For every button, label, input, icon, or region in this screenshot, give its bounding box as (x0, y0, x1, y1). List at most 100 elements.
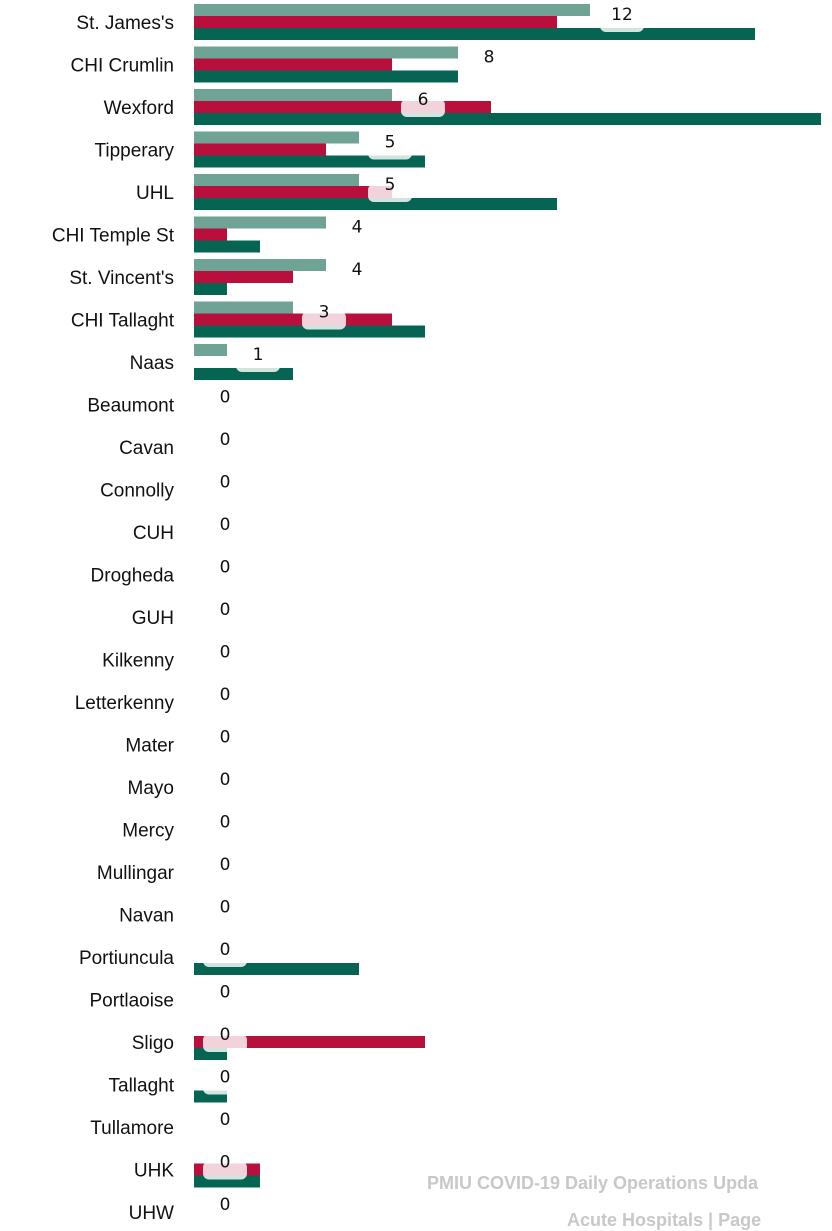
data-label-pill-drogheda (203, 566, 247, 585)
data-label-chi-tallaght: 3 (319, 303, 330, 323)
data-label-uhl: 5 (385, 175, 396, 195)
bar-tipperary-series-1 (194, 131, 359, 144)
data-label-pill-uhk (203, 1161, 247, 1180)
bar-uhl-series-3 (194, 198, 557, 210)
bar-chi-crumlin-series-2 (194, 58, 392, 71)
bar-tipperary-series-2 (194, 143, 326, 156)
data-label-mater: 0 (220, 728, 231, 748)
bar-sligo-series-2 (194, 1036, 425, 1048)
bar-st-james-s-series-3 (194, 28, 755, 40)
data-label-uhw: 0 (220, 1195, 231, 1215)
category-label-cavan: Cavan (119, 438, 174, 459)
category-label-cuh: CUH (133, 523, 174, 544)
bar-chi-temple-st-series-3 (194, 240, 260, 253)
category-label-guh: GUH (132, 608, 174, 629)
data-label-letterkenny: 0 (220, 685, 231, 705)
data-label-pill-portiuncula (203, 949, 247, 967)
bar-wexford-series-2 (194, 101, 491, 113)
bar-uhl-series-2 (194, 186, 392, 198)
data-label-portiuncula: 0 (220, 940, 231, 960)
bar-wexford-series-1 (194, 89, 392, 101)
data-label-pill-cavan (203, 439, 247, 457)
data-label-pill-naas (236, 354, 280, 372)
bar-naas-series-1 (194, 344, 227, 356)
data-label-cavan: 0 (220, 430, 231, 450)
category-label-chi-tallaght: CHI Tallaght (71, 311, 175, 332)
bar-chi-crumlin-series-3 (194, 70, 458, 83)
category-label-portlaoise: Portlaoise (90, 991, 175, 1012)
category-label-letterkenny: Letterkenny (75, 693, 175, 714)
data-label-connolly: 0 (220, 473, 231, 493)
data-label-tipperary: 5 (385, 133, 396, 153)
category-label-beaumont: Beaumont (87, 396, 174, 417)
data-label-drogheda: 0 (220, 558, 231, 578)
category-label-tipperary: Tipperary (94, 141, 174, 162)
data-label-pill-chi-temple-st (335, 226, 379, 245)
data-label-wexford: 6 (418, 90, 429, 110)
bar-wexford-series-3 (194, 113, 821, 125)
data-label-uhk: 0 (220, 1153, 231, 1173)
category-label-uhk: UHK (134, 1161, 174, 1182)
label-pills-group (203, 14, 644, 1222)
bar-chi-crumlin-series-1 (194, 46, 458, 59)
bar-chi-tallaght-series-2 (194, 313, 392, 326)
data-label-pill-st-vincent-s (335, 269, 379, 287)
data-label-pill-uhw (203, 1204, 247, 1222)
data-label-pill-tipperary (368, 141, 412, 160)
category-labels-group: St. James's CHI Crumlin Wexford Tipperary UH… (52, 13, 175, 1222)
bar-uhl-series-1 (194, 174, 359, 186)
category-label-kilkenny: Kilkenny (102, 651, 174, 672)
data-label-pill-wexford (401, 99, 445, 117)
data-label-beaumont: 0 (220, 388, 231, 408)
data-label-kilkenny: 0 (220, 643, 231, 663)
bar-st-vincent-s-series-3 (194, 283, 227, 295)
category-label-chi-crumlin: CHI Crumlin (71, 56, 174, 77)
category-label-drogheda: Drogheda (91, 566, 175, 587)
category-label-st-vincent-s: St. Vincent's (69, 268, 174, 289)
data-label-pill-tullamore (203, 1119, 247, 1137)
data-label-pill-navan (203, 906, 247, 925)
data-label-pill-cuh (203, 524, 247, 542)
category-label-chi-temple-st: CHI Temple St (52, 226, 175, 247)
data-label-pill-letterkenny (203, 694, 247, 712)
bar-st-james-s-series-2 (194, 16, 557, 28)
bars-group (194, 4, 821, 1188)
category-label-portiuncula: Portiuncula (79, 948, 174, 969)
data-label-tallaght: 0 (220, 1068, 231, 1088)
category-label-mater: Mater (125, 736, 174, 757)
data-label-chi-temple-st: 4 (352, 218, 363, 238)
data-label-pill-guh (203, 609, 247, 627)
data-label-pill-uhl (368, 184, 412, 202)
category-label-naas: Naas (130, 353, 174, 374)
data-label-pill-connolly (203, 481, 247, 500)
footer-title: PMIU COVID-19 Daily Operations Upda (427, 1173, 759, 1193)
category-label-wexford: Wexford (104, 98, 174, 119)
data-label-navan: 0 (220, 898, 231, 918)
footer-page-info: Acute Hospitals | Page (567, 1210, 762, 1230)
data-label-tullamore: 0 (220, 1110, 231, 1130)
data-label-portlaoise: 0 (220, 983, 231, 1003)
bar-st-james-s-series-1 (194, 4, 590, 16)
data-label-pill-portlaoise (203, 991, 247, 1010)
value-labels-group: 12 8 6 5 5 4 4 3 1 0 0 0 0 0 0 0 0 0 0 0 0 0 0 0 0 0 0 0 0 (220, 5, 633, 1215)
data-label-pill-chi-tallaght (302, 311, 346, 330)
data-label-pill-mercy (203, 821, 247, 840)
bar-tipperary-series-3 (194, 155, 425, 168)
bar-chi-temple-st-series-1 (194, 216, 326, 229)
data-label-st-james-s: 12 (611, 5, 633, 25)
data-label-mayo: 0 (220, 770, 231, 790)
category-label-st-james-s: St. James's (76, 13, 174, 34)
data-label-pill-mater (203, 736, 247, 755)
category-label-mercy: Mercy (122, 821, 174, 842)
bar-st-vincent-s-series-2 (194, 271, 293, 283)
category-label-sligo: Sligo (132, 1033, 174, 1054)
data-label-guh: 0 (220, 600, 231, 620)
data-label-naas: 1 (253, 345, 264, 365)
bar-chi-tallaght-series-1 (194, 301, 293, 314)
category-label-uhw: UHW (129, 1203, 174, 1222)
data-label-pill-beaumont (203, 396, 247, 415)
bar-st-vincent-s-series-1 (194, 259, 326, 271)
data-label-pill-mayo (203, 779, 247, 797)
data-label-chi-crumlin: 8 (484, 48, 495, 68)
category-label-uhl: UHL (136, 183, 174, 204)
